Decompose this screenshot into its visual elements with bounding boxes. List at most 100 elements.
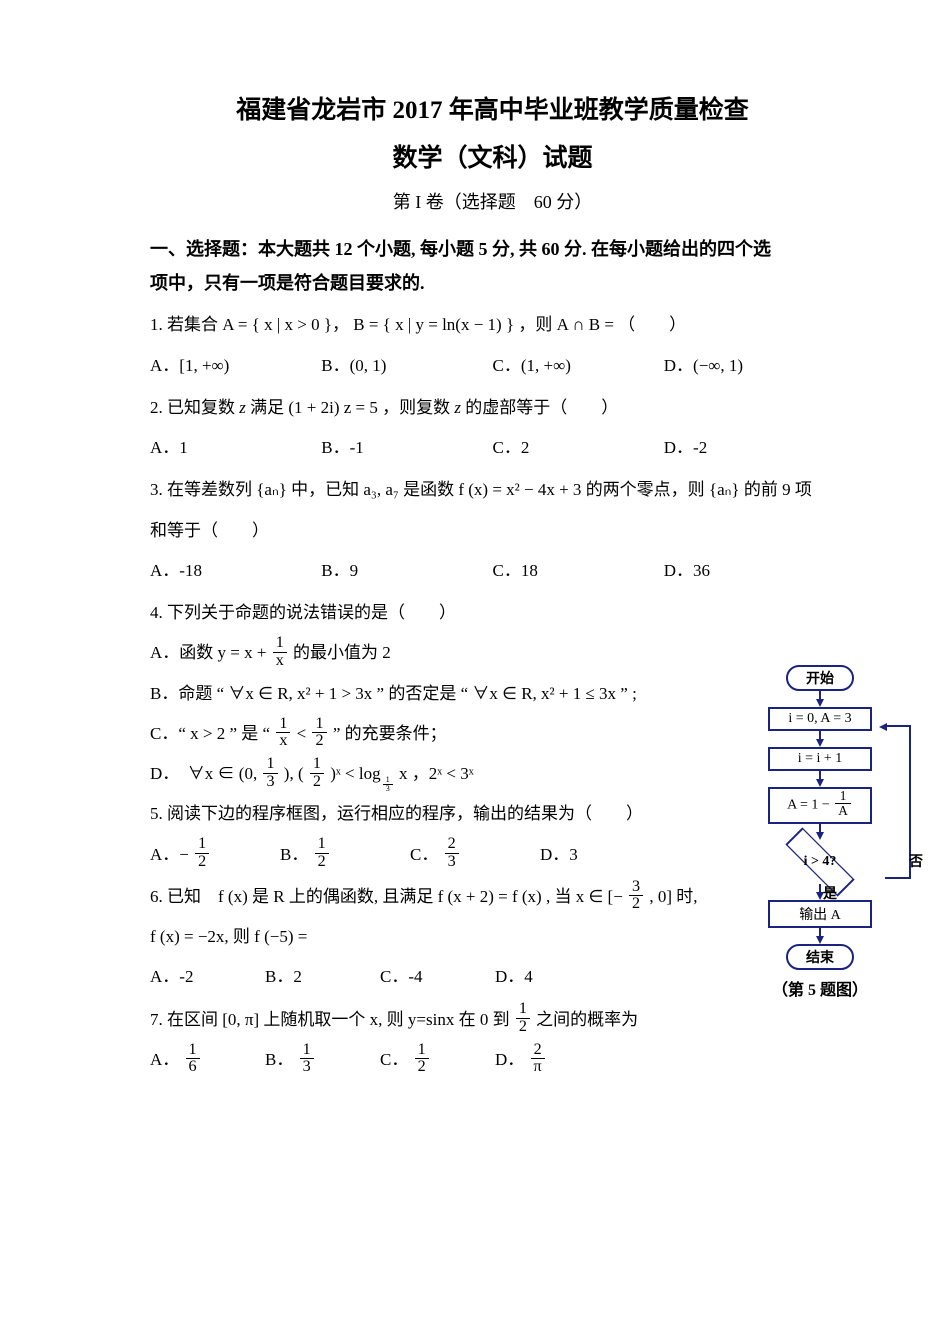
d: 2	[195, 854, 209, 871]
q4D-c: )ˣ < log	[330, 764, 380, 783]
d: 3	[300, 1059, 314, 1076]
q5-optB: B． 12	[280, 836, 410, 874]
doc-title-line1: 福建省龙岩市 2017 年高中毕业班教学质量检查	[150, 90, 835, 126]
q5C-pre: C．	[410, 845, 438, 864]
frac-12: 12	[312, 716, 326, 751]
q7-optD: D． 2π	[495, 1041, 610, 1079]
q6-line2: f (x) = −2x, 则 f (−5) =	[150, 918, 835, 956]
flow-loop-line	[885, 725, 911, 879]
q1-options: A．[1, +∞) B．(0, 1) C．(1, +∞) D．(−∞, 1)	[150, 347, 835, 385]
flow-output: 输出 A	[768, 900, 872, 928]
n: 1	[300, 1042, 314, 1060]
q1-optD: D．(−∞, 1)	[664, 347, 835, 385]
q1-optB: B．(0, 1)	[321, 347, 492, 385]
frac-1-over-x: 1x	[273, 635, 287, 670]
flow-conn	[819, 771, 821, 779]
q2-options: A．1 B．-1 C．2 D．-2	[150, 429, 835, 467]
q7D-pre: D．	[495, 1050, 524, 1069]
q1-text-c: （ ）	[618, 315, 686, 334]
section-heading-b: 项中，只有一项是符合题目要求的.	[150, 273, 425, 293]
q4C-a: C．“ x > 2 ” 是 “	[150, 724, 274, 743]
q5B-pre: B．	[280, 845, 308, 864]
q2-optA: A．1	[150, 429, 321, 467]
flow-no-label: 否	[909, 851, 923, 871]
q4D-a: D． ∀x ∈ (0,	[150, 764, 261, 783]
d: 3	[263, 774, 277, 791]
frac-13a: 13	[263, 756, 277, 791]
flowchart-column: 开始 i = 0, A = 3 i = i + 1 A = 1 − 1A i >…	[735, 665, 905, 970]
frac-12b: 12	[310, 756, 324, 791]
d: 3	[383, 785, 393, 794]
q4-stem: 4. 下列关于命题的说法错误的是（ ）	[150, 594, 835, 632]
doc-title-line2: 数学（文科）试题	[150, 138, 835, 174]
q4-optB: B．命题 “ ∀x ∈ R, x² + 1 > 3x ” 的否定是 “ ∀x ∈…	[150, 675, 670, 713]
n: 2	[531, 1042, 545, 1060]
d: π	[531, 1059, 545, 1076]
q1-text-b: ，则	[518, 315, 556, 334]
frac-2pi: 2π	[531, 1042, 545, 1077]
n: 1	[263, 756, 277, 774]
q4-optC: C．“ x > 2 ” 是 “ 1x < 12 ” 的充要条件；	[150, 715, 670, 753]
q3-stem-2: 和等于（ ）	[150, 512, 835, 550]
d: 3	[445, 854, 459, 871]
n: 1	[415, 1042, 429, 1060]
flow-step2: A = 1 − 1A	[768, 787, 872, 824]
q5A-pre: A．−	[150, 845, 189, 864]
flow-init: i = 0, A = 3	[768, 707, 872, 731]
q1-stem: 1. 若集合 A = { x | x > 0 }， B = { x | y = …	[150, 306, 835, 344]
q3-optC: C．18	[493, 552, 664, 590]
n: 1	[312, 716, 326, 734]
q3-options: A．-18 B．9 C．18 D．36	[150, 552, 835, 590]
q6-optB: B．2	[265, 958, 380, 996]
q6-optA: A．-2	[150, 958, 265, 996]
frac-12d: 12	[516, 1001, 530, 1036]
q2-d: 的虚部等于（ ）	[465, 398, 618, 417]
n: 2	[445, 836, 459, 854]
q6-optC: C．-4	[380, 958, 495, 996]
flow-step1: i = i + 1	[768, 747, 872, 771]
d: x	[273, 653, 287, 670]
q6-optD: D．4	[495, 958, 610, 996]
d: 2	[310, 774, 324, 791]
q2-a: 2. 已知复数	[150, 398, 239, 417]
flow-conn	[819, 824, 821, 832]
flow-conn	[819, 691, 821, 699]
flowchart: 开始 i = 0, A = 3 i = i + 1 A = 1 − 1A i >…	[735, 665, 905, 1000]
section-heading: 一、选择题：本大题共 12 个小题, 每小题 5 分, 共 60 分. 在每小题…	[150, 232, 835, 300]
q7-b: 之间的概率为	[536, 1010, 638, 1029]
flow-arrow-icon	[816, 699, 824, 707]
n: 1	[195, 836, 209, 854]
frac-12e: 12	[415, 1042, 429, 1077]
frac-23: 23	[445, 836, 459, 871]
q1-intersect: A ∩ B =	[557, 315, 614, 334]
flow-cond: i > 4?	[783, 842, 857, 882]
q1-setA: A = { x | x > 0 }	[222, 315, 332, 334]
doc-subtitle: 第 I 卷（选择题 60 分）	[150, 188, 835, 214]
q4A-eq: y = x +	[218, 643, 271, 662]
n: 1	[310, 756, 324, 774]
frac-12a: 12	[195, 836, 209, 871]
section-heading-a: 一、选择题：本大题共 12 个小题, 每小题 5 分, 共 60 分. 在每小题…	[150, 239, 771, 259]
q7-optB: B． 13	[265, 1041, 380, 1079]
q2-b: 满足	[250, 398, 288, 417]
q3-stem: 3. 在等差数列 {aₙ} 中，已知 a₃, a₇ 是函数 f (x) = x²…	[150, 471, 835, 509]
flow-conn	[819, 731, 821, 739]
q4C-b: ” 的充要条件；	[333, 724, 447, 743]
q7-optA: A． 16	[150, 1041, 265, 1079]
q7B-pre: B．	[265, 1050, 293, 1069]
q1-text-a: 1. 若集合	[150, 315, 222, 334]
flow-arrow-icon	[816, 739, 824, 747]
q2-optC: C．2	[493, 429, 664, 467]
q5-optD: D．3	[540, 836, 670, 874]
flow-end: 结束	[786, 944, 854, 970]
q2-optD: D．-2	[664, 429, 835, 467]
d: 2	[315, 854, 329, 871]
q7-stem: 7. 在区间 [0, π] 上随机取一个 x, 则 y=sinx 在 0 到 1…	[150, 1001, 835, 1039]
flow-step2-frac: 1A	[835, 789, 851, 818]
q5-optA: A．− 12	[150, 836, 280, 874]
flow-arrow-icon	[816, 779, 824, 787]
frac-16: 16	[186, 1042, 200, 1077]
q4-optD: D． ∀x ∈ (0, 13 ), ( 12 )ˣ < log13 x ，2ˣ …	[150, 755, 670, 793]
flow-conn	[819, 928, 821, 936]
d: 2	[516, 1019, 530, 1036]
